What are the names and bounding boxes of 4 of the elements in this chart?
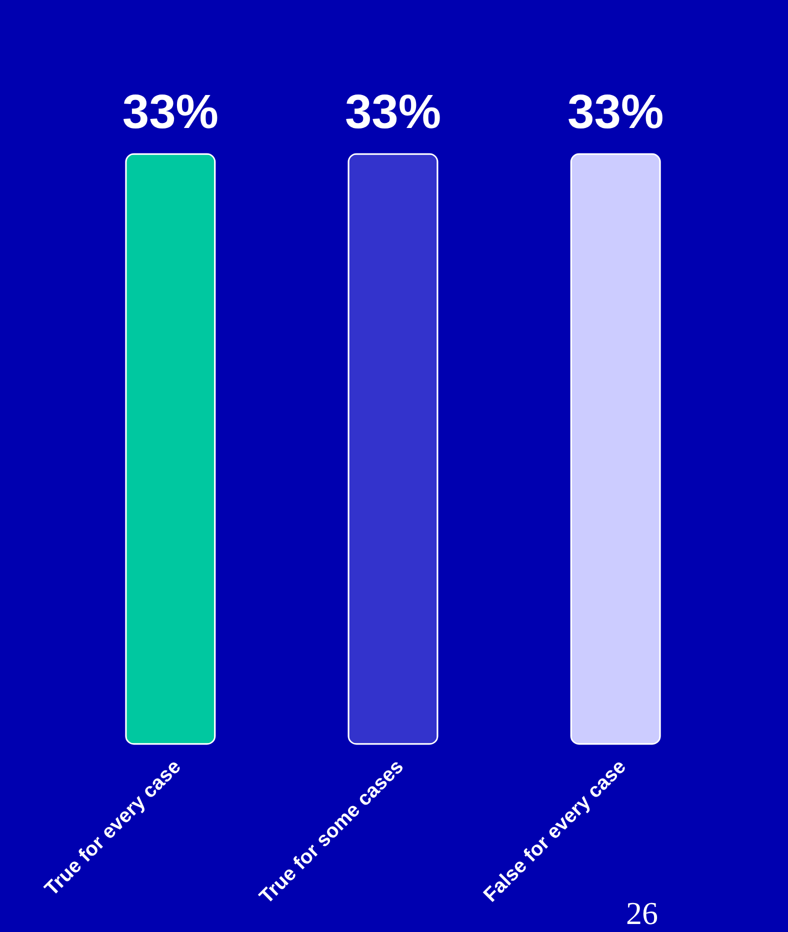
text: 26 bbox=[626, 895, 658, 931]
data-label: 33% bbox=[568, 86, 664, 139]
data-label: 33% bbox=[344, 86, 442, 139]
data-label: 33% bbox=[122, 86, 218, 139]
